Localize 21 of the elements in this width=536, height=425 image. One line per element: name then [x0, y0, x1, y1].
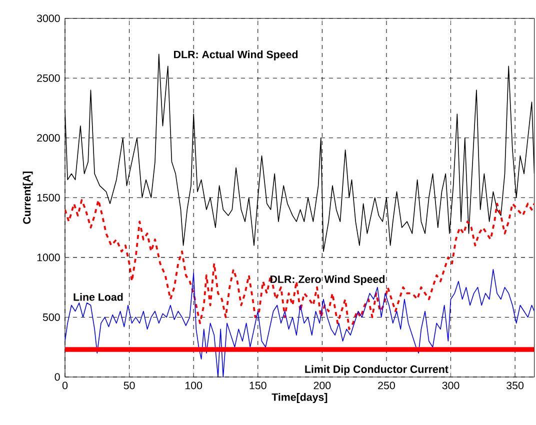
x-tick-label: 250 — [378, 382, 395, 390]
y-tick-label: 0 — [54, 373, 60, 381]
x-tick-label: 350 — [506, 382, 524, 390]
y-tick-label: 2000 — [37, 134, 60, 142]
x-tick-label: 300 — [442, 382, 460, 390]
x-tick-label: 200 — [314, 382, 331, 390]
x-axis-title: Time[days] — [272, 393, 328, 404]
series-label: Line Load — [74, 292, 123, 301]
y-axis-title: Current[A] — [22, 172, 33, 224]
x-tick-label: 0 — [62, 382, 68, 390]
y-tick-label: 1000 — [37, 254, 60, 262]
x-tick-label: 100 — [186, 382, 202, 390]
y-tick-label: 2500 — [37, 74, 60, 82]
ref-line-label: Limit Dip Conductor Current — [305, 365, 448, 376]
x-tick-label: 50 — [124, 382, 135, 390]
y-tick-label: 1500 — [37, 194, 60, 202]
series-label: DLR: Actual Wind Speed — [174, 50, 298, 60]
y-tick-label: 500 — [42, 313, 60, 321]
series-label: DLR: Zero Wind Speed — [270, 275, 385, 286]
x-tick-label: 150 — [250, 382, 266, 390]
y-tick-label: 3000 — [36, 14, 60, 22]
